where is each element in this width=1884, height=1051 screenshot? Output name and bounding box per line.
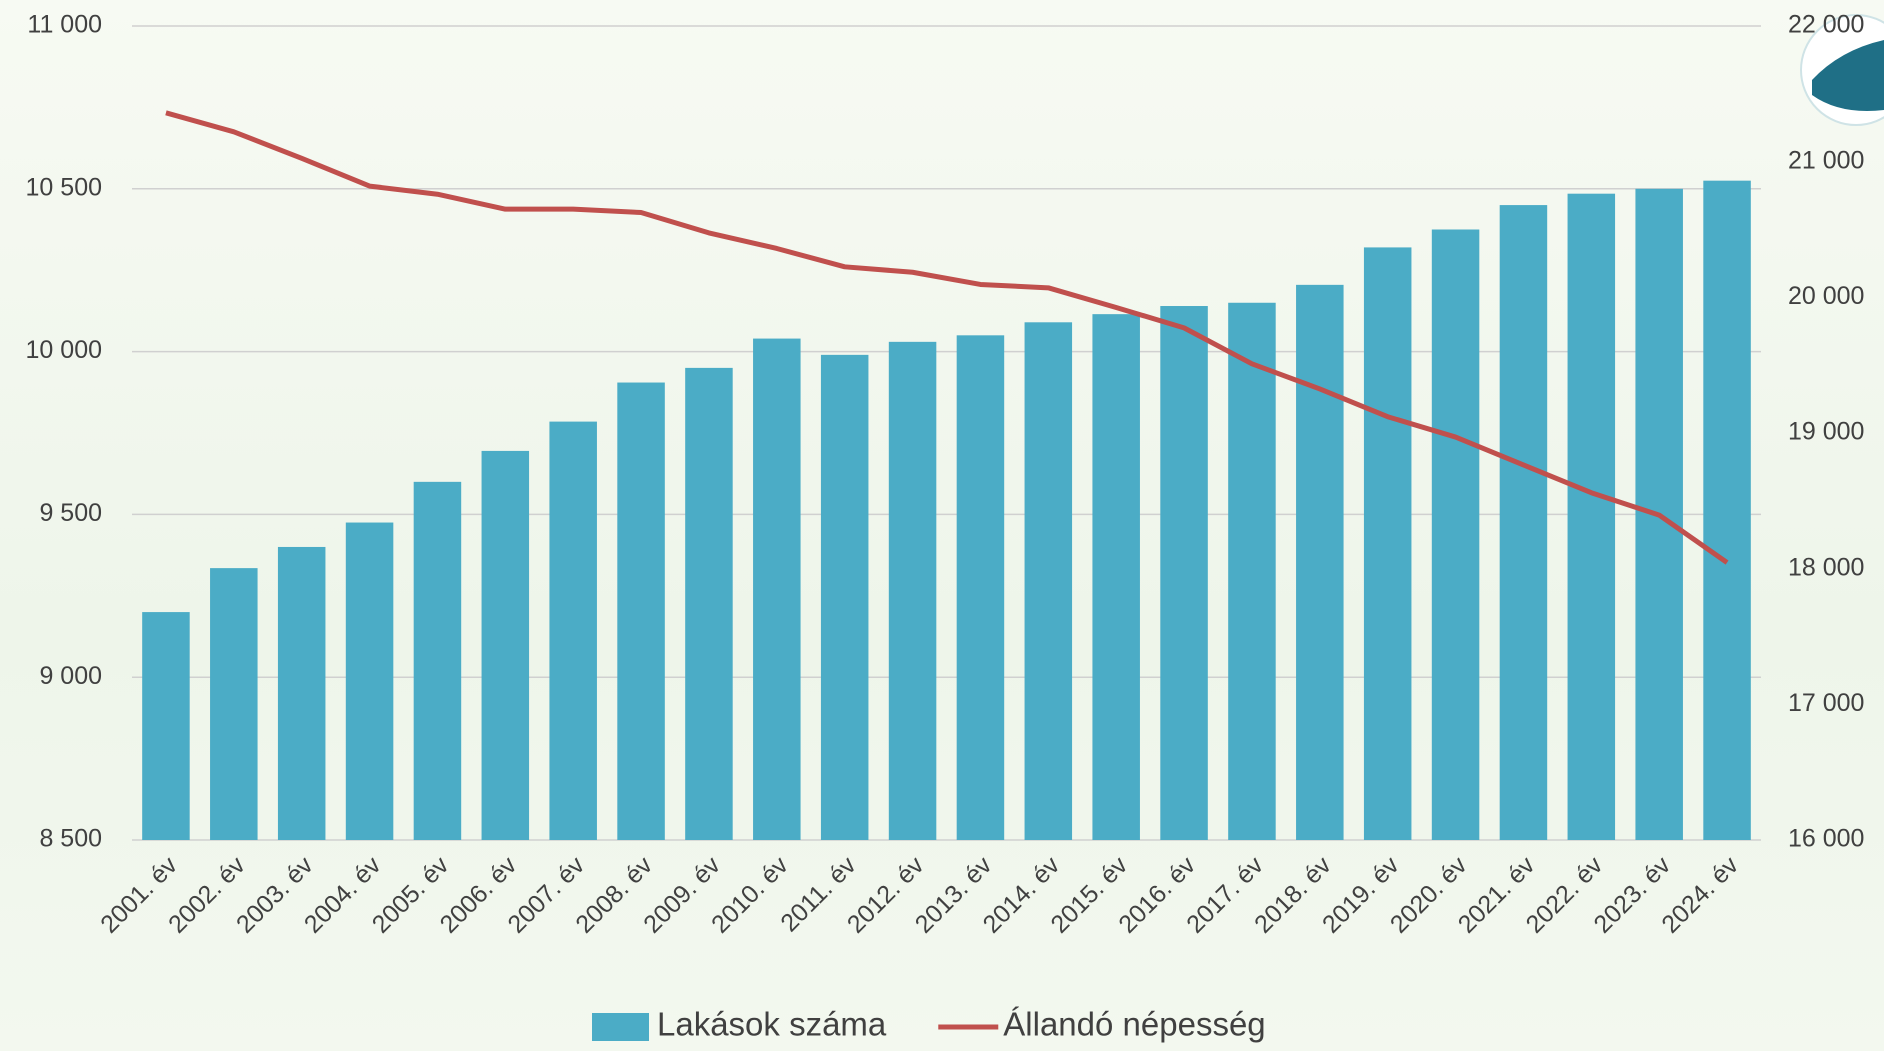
bar [753,338,801,840]
bar [888,341,937,840]
bar [1431,229,1480,840]
bar [481,450,530,840]
y2-tick-label: 16 000 [1788,825,1864,853]
y2-tick-label: 17 000 [1788,689,1864,717]
bar [1092,314,1140,840]
bar [1160,306,1208,840]
bar [1499,205,1548,840]
y2-tick-label: 19 000 [1788,418,1864,446]
y2-tick-label: 18 000 [1788,553,1864,581]
bar [820,354,869,840]
legend-label: Lakások száma [657,1006,887,1043]
bar [413,481,462,840]
line [165,110,1729,565]
bar [277,546,326,840]
legend-swatch [592,1013,649,1041]
bar [956,335,1005,840]
bar [142,612,190,840]
bar [549,421,597,840]
bar [210,568,258,840]
y-tick-label: 9 500 [39,499,102,527]
y2-tick-label: 21 000 [1788,146,1864,174]
y-tick-label: 10 000 [26,336,102,364]
y-tick-label: 9 000 [39,662,102,690]
bar [1024,322,1073,840]
bar [345,522,394,840]
x-tick-label: 2024. év [1656,851,1744,939]
legend-label: Állandó népesség [1003,1006,1265,1043]
y2-tick-label: 22 000 [1788,11,1864,39]
x-tick-label: 2010. év [706,851,794,939]
bar [685,367,733,840]
y-tick-label: 11 000 [27,11,102,39]
logo [1800,14,1884,126]
bar [1567,193,1616,840]
y2-tick-label: 20 000 [1788,282,1864,310]
y-tick-label: 10 500 [26,173,102,201]
y-tick-label: 8 500 [39,825,102,853]
bar [617,382,665,840]
bar [1363,247,1412,840]
bar [1228,302,1276,840]
bar [1296,284,1344,840]
bar [1703,180,1751,840]
